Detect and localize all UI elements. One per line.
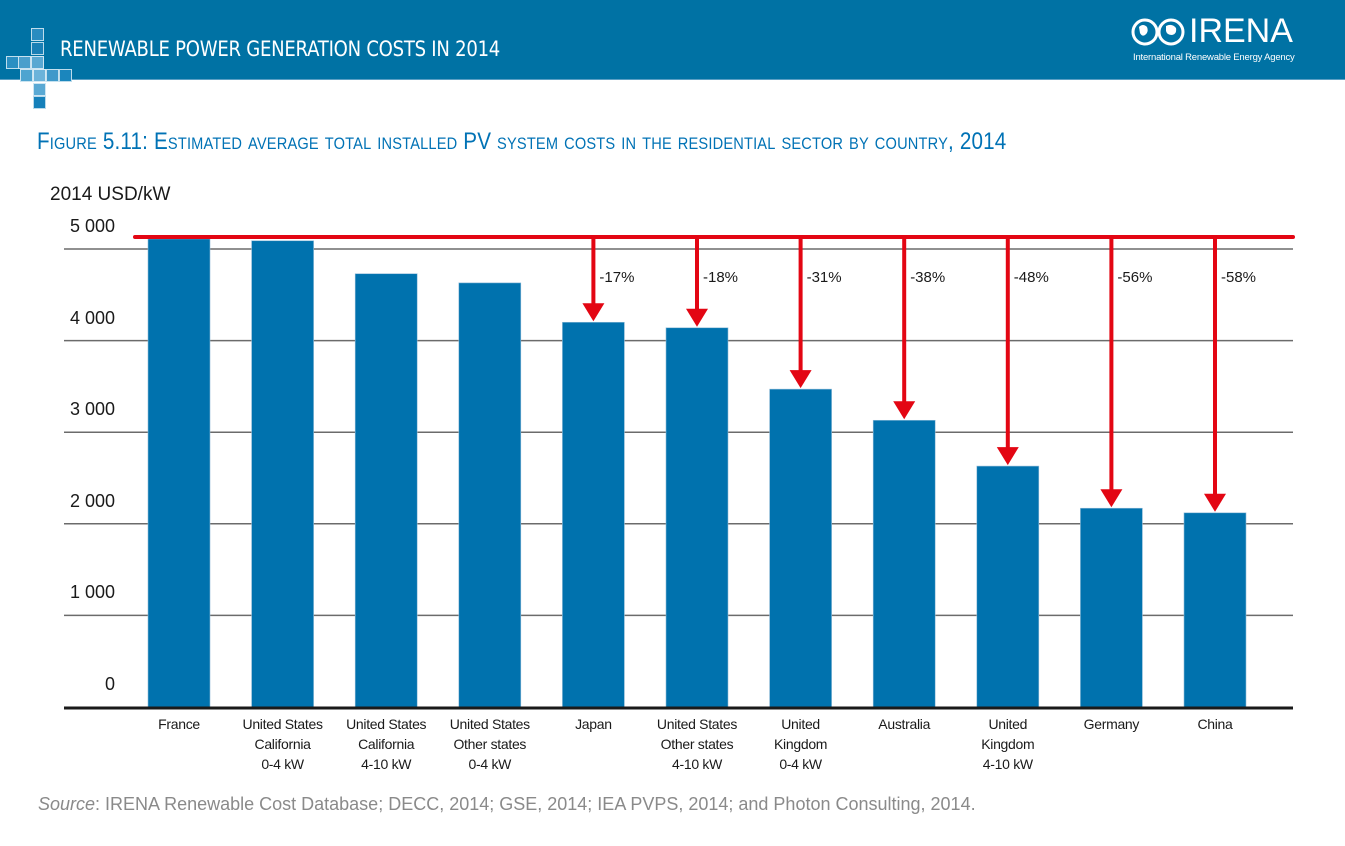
- bar: [1183, 512, 1247, 708]
- source-label: Source: [38, 794, 96, 814]
- y-tick-label: 3 000: [69, 399, 115, 420]
- reduction-arrow-head: [582, 303, 605, 322]
- x-category-label-line: Kingdom: [774, 736, 828, 752]
- bar: [976, 465, 1040, 708]
- source-note: Source: IRENA Renewable Cost Database; D…: [38, 794, 976, 815]
- x-category-label-line: 4-10 kW: [361, 756, 412, 772]
- x-category-label-line: Kingdom: [981, 736, 1035, 752]
- irena-logo: IRENA International Renewable Energy Age…: [1131, 12, 1311, 64]
- x-category-label-line: Australia: [878, 716, 931, 732]
- x-category-label-line: United States: [242, 716, 323, 732]
- bar: [769, 388, 832, 708]
- x-category-label-line: Japan: [575, 716, 612, 732]
- x-category-label: United States Other states 4-10 kW: [642, 714, 752, 774]
- header-banner: RENEWABLE POWER GENERATION COSTS IN 2014…: [0, 0, 1345, 109]
- y-tick-label: 4 000: [69, 307, 115, 328]
- x-category-label: United Kingdom 0-4 kW: [746, 714, 856, 774]
- y-tick-label: 0: [104, 674, 115, 694]
- banner-title: RENEWABLE POWER GENERATION COSTS IN 2014: [60, 37, 501, 61]
- x-category-label: Australia: [849, 714, 959, 734]
- x-category-label-line: United States: [346, 716, 427, 732]
- x-category-label-line: 0-4 kW: [468, 756, 512, 772]
- x-category-label-line: France: [158, 716, 200, 732]
- y-tick-label: 2 000: [69, 490, 115, 511]
- bar: [354, 273, 418, 708]
- x-category-label: France: [124, 714, 234, 734]
- reduction-arrow-head: [1204, 493, 1226, 512]
- reduction-percent-label: -31%: [807, 269, 842, 286]
- logo-wordmark: IRENA: [1189, 12, 1293, 50]
- x-category-label-line: California: [254, 736, 311, 752]
- bar: [458, 282, 522, 708]
- bar: [562, 321, 625, 708]
- x-category-label-line: United States: [449, 716, 530, 732]
- x-category-label-line: 0-4 kW: [779, 756, 822, 772]
- x-category-label-line: China: [1197, 716, 1233, 732]
- logo-subtitle: International Renewable Energy Agency: [1133, 52, 1295, 63]
- reduction-percent-label: -58%: [1221, 269, 1256, 286]
- x-category-label-line: Germany: [1083, 716, 1140, 732]
- y-tick-label: 1 000: [69, 582, 115, 603]
- x-category-label-line: 0-4 kW: [261, 756, 304, 772]
- x-category-label: China: [1160, 714, 1270, 734]
- x-category-label-line: 4-10 kW: [671, 756, 723, 772]
- reduction-arrow-head: [789, 370, 812, 389]
- x-category-label-line: California: [358, 736, 415, 752]
- x-category-label: United Kingdom 4-10 kW: [953, 714, 1063, 774]
- x-category-label: United States California 0-4 kW: [228, 714, 338, 774]
- bar: [872, 419, 936, 708]
- x-category-label: United States California 4-10 kW: [331, 714, 441, 774]
- x-category-label-line: United: [988, 716, 1028, 732]
- x-category-label-line: 4-10 kW: [982, 756, 1033, 772]
- x-category-label-line: Other states: [660, 736, 734, 752]
- x-category-label-line: United States: [656, 716, 738, 732]
- reduction-arrow-head: [996, 447, 1019, 466]
- reduction-percent-label: -48%: [1014, 269, 1049, 286]
- bar: [251, 240, 314, 708]
- figure-title: Figure 5.11: Estimated average total ins…: [37, 128, 1007, 155]
- bar: [665, 327, 729, 708]
- reduction-percent-label: -18%: [703, 269, 738, 286]
- y-axis-label: 2014 USD/kW: [50, 184, 171, 205]
- x-category-label-line: Other states: [453, 736, 527, 752]
- bar: [1080, 507, 1143, 708]
- reduction-percent-label: -56%: [1117, 269, 1152, 286]
- y-tick-label: 5 000: [69, 216, 115, 236]
- decorative-squares-icon: [6, 28, 86, 113]
- globe-infinity-icon: [1131, 18, 1185, 46]
- reduction-arrow-head: [1100, 489, 1123, 508]
- reduction-arrow-head: [686, 308, 708, 327]
- x-category-label: Germany: [1056, 714, 1166, 734]
- x-category-label: United States Other states 0-4 kW: [435, 714, 545, 774]
- reduction-arrow-head: [893, 401, 916, 420]
- x-category-label: Japan: [538, 714, 648, 734]
- bar: [147, 238, 211, 708]
- reduction-percent-label: -17%: [599, 269, 634, 286]
- source-text: : IRENA Renewable Cost Database; DECC, 2…: [95, 794, 976, 814]
- x-category-label-line: United: [781, 716, 820, 732]
- reduction-percent-label: -38%: [910, 269, 945, 286]
